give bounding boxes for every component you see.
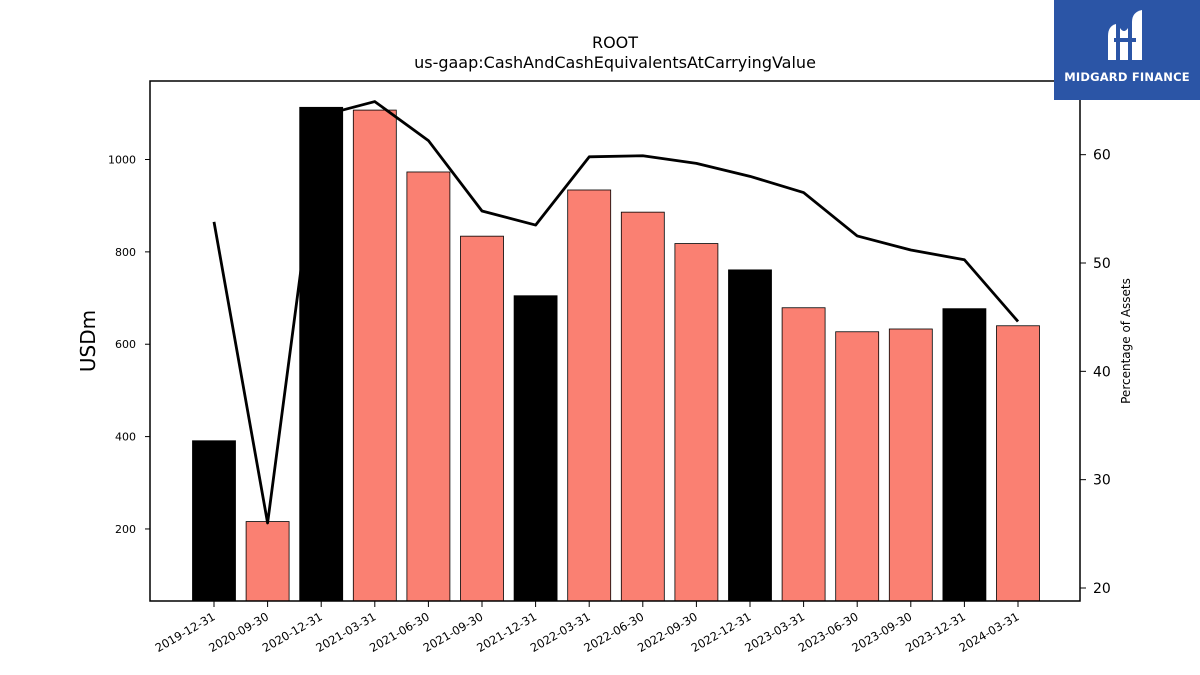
bar-2023-06-30 [835, 331, 880, 602]
x-tick-label: 2021-03-31 [313, 609, 378, 655]
x-tick-label: 2020-09-30 [206, 609, 271, 655]
y-tick-label: 800 [115, 246, 136, 259]
y-tick-label: 400 [115, 431, 136, 444]
bar-2021-06-30 [406, 171, 451, 602]
y-tick-label: 1000 [108, 154, 136, 167]
y2-tick-label: 50 [1093, 256, 1111, 272]
bar-2023-12-31 [942, 308, 987, 602]
x-tick-label: 2023-03-31 [742, 609, 807, 655]
bar-2023-09-30 [888, 328, 933, 602]
logo-text: MIDGARD FINANCE [1064, 70, 1190, 84]
bar-2021-09-30 [460, 235, 504, 602]
x-tick-label: 2021-09-30 [421, 609, 486, 655]
logo-mark-icon [1108, 10, 1142, 60]
plot-frame [149, 80, 1081, 602]
x-tick-label: 2019-12-31 [153, 609, 218, 655]
bar-2020-09-30 [245, 521, 290, 602]
chart-subtitle: us-gaap:CashAndCashEquivalentsAtCarrying… [414, 53, 816, 72]
bar-2022-09-30 [674, 243, 719, 602]
y-tick-label: 200 [115, 523, 136, 536]
y2-tick-label: 40 [1093, 364, 1111, 380]
bar-2021-03-31 [352, 109, 397, 602]
y-axis-label: USDm [76, 310, 100, 372]
y-tick-label: 600 [115, 338, 136, 351]
percentage-line [212, 100, 1020, 525]
x-tick-label: 2023-06-30 [796, 609, 861, 655]
bar-2021-12-31 [513, 295, 558, 602]
right-axis-ticks: 20 30 40 50 60 [1080, 148, 1111, 597]
y2-tick-label: 30 [1093, 473, 1111, 489]
bars-layer [192, 106, 1040, 602]
chart-title: ROOT [591, 33, 639, 52]
line-layer [212, 100, 1020, 525]
bar-2022-12-31 [728, 269, 772, 602]
x-tick-label: 2022-09-30 [635, 609, 700, 655]
bar-2023-03-31 [781, 307, 826, 602]
x-tick-label: 2021-06-30 [367, 609, 432, 655]
x-tick-label: 2022-06-30 [581, 609, 646, 655]
x-tick-label: 2021-12-31 [474, 609, 539, 655]
y2-axis-label: Percentage of Assets [1119, 278, 1133, 404]
x-tick-label: 2023-09-30 [849, 609, 914, 655]
bar-2019-12-31 [192, 440, 236, 602]
x-tick-label: 2022-03-31 [528, 609, 593, 655]
x-tick-label: 2023-12-31 [903, 609, 968, 655]
bar-2020-12-31 [299, 106, 344, 602]
y2-tick-label: 60 [1093, 148, 1111, 164]
midgard-finance-logo: MIDGARD FINANCE [1054, 0, 1200, 100]
x-tick-label: 2022-12-31 [689, 609, 754, 655]
bar-2024-03-31 [996, 325, 1040, 602]
x-axis-ticks: 2019-12-312020-09-302020-12-312021-03-31… [153, 601, 1022, 655]
x-tick-label: 2020-12-31 [260, 609, 325, 655]
y2-tick-label: 20 [1093, 581, 1111, 597]
bar-2022-03-31 [567, 189, 612, 602]
bar-2022-06-30 [620, 211, 665, 602]
left-axis-ticks: 200 400 600 800 1000 [108, 154, 150, 536]
x-tick-label: 2024-03-31 [957, 609, 1022, 655]
